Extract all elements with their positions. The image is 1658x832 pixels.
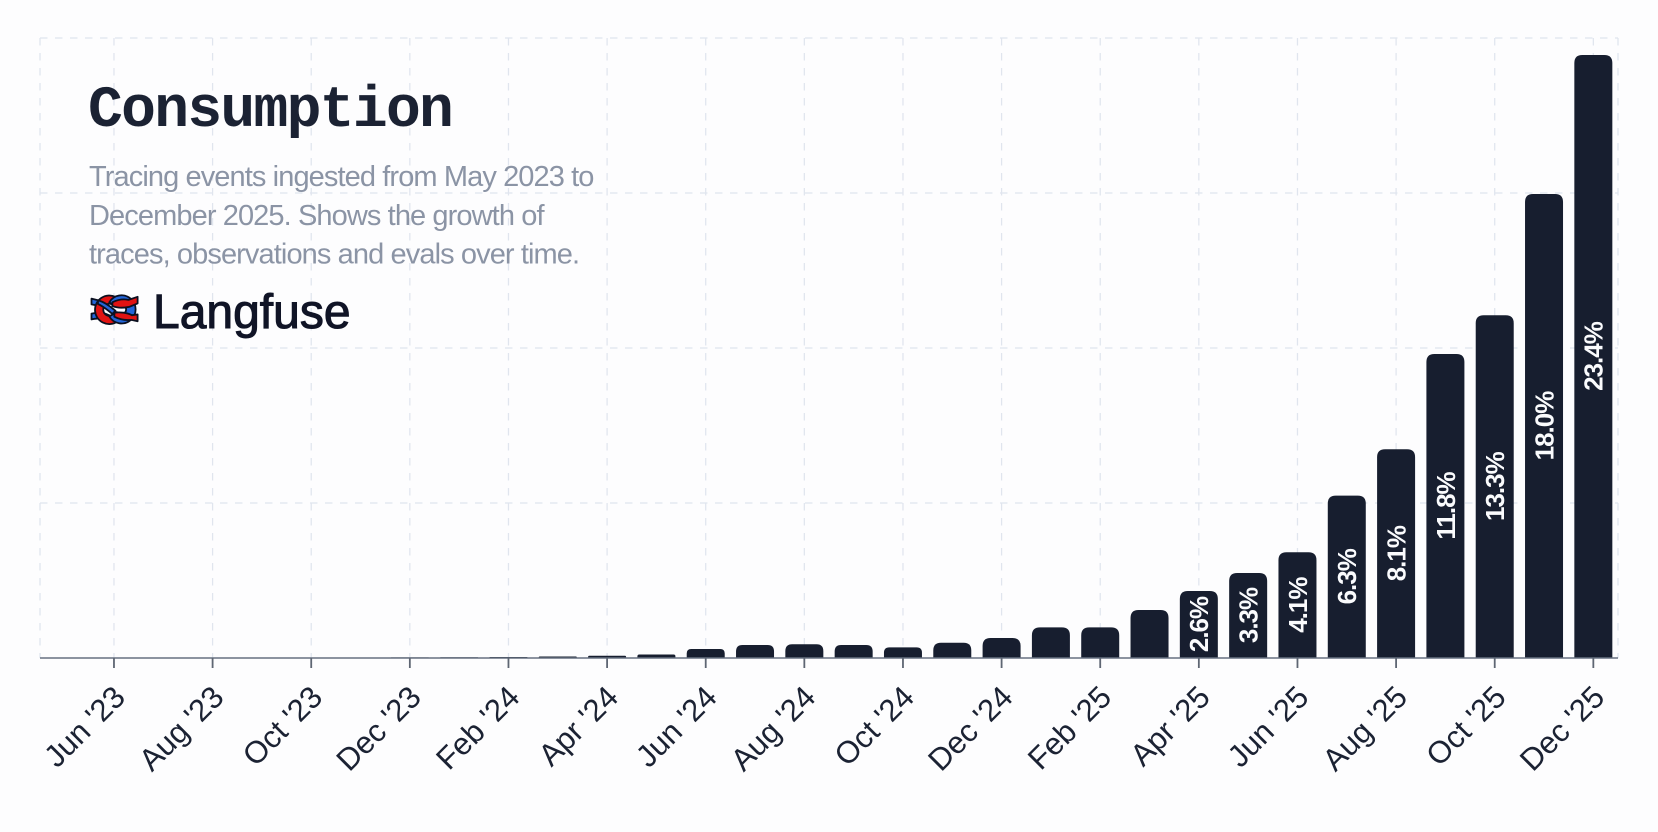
svg-text:December 2025. Shows the growt: December 2025. Shows the growth of — [89, 200, 545, 232]
svg-text:8.1%: 8.1% — [1381, 525, 1411, 581]
svg-text:6.3%: 6.3% — [1332, 548, 1362, 604]
svg-text:3.3%: 3.3% — [1234, 587, 1264, 643]
svg-text:4.1%: 4.1% — [1283, 577, 1313, 633]
svg-text:Consumption: Consumption — [88, 79, 452, 144]
svg-text:13.3%: 13.3% — [1480, 451, 1510, 521]
svg-text:2.6%: 2.6% — [1184, 596, 1214, 652]
svg-text:11.8%: 11.8% — [1431, 471, 1461, 539]
svg-text:Langfuse: Langfuse — [153, 286, 351, 339]
svg-text:18.0%: 18.0% — [1529, 391, 1559, 461]
svg-text:Tracing events ingested from M: Tracing events ingested from May 2023 to — [89, 161, 594, 193]
svg-text:23.4%: 23.4% — [1579, 321, 1609, 391]
svg-text:traces, observations and evals: traces, observations and evals over time… — [89, 239, 579, 271]
